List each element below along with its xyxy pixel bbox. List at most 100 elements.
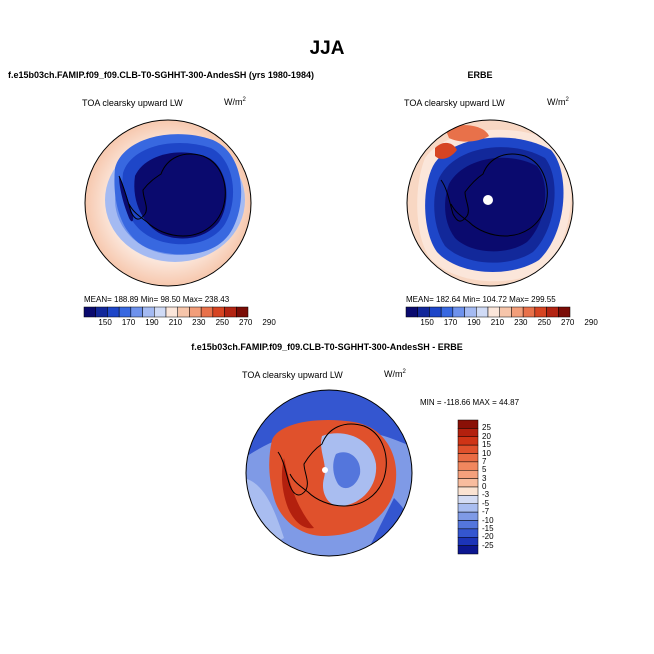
- panel-3-colorbar-box: [457, 478, 479, 488]
- panel-2-map-border: [406, 119, 574, 287]
- panel-2-colorbar-box: [440, 306, 454, 318]
- panel-1-colorbar-box: [95, 306, 108, 318]
- panel-2-colorbar-tick-label: 270: [561, 318, 575, 327]
- panel-2-title: ERBE: [467, 70, 493, 80]
- panel-2-stats: MEAN= 182.64 Min= 104.72 Max= 299.55: [406, 295, 556, 304]
- panel-1-coastline: [118, 153, 226, 237]
- panel-1-colorbar-box: [212, 306, 225, 318]
- panel-2-colorbar-tick-label: 290: [584, 318, 598, 327]
- panel-2-pole-hole: [483, 195, 493, 205]
- panel-1-colorbar-tick-label: 290: [262, 318, 276, 327]
- panel-2-colorbar-tick-label: 190: [467, 318, 481, 327]
- panel-2-colorbar-tick-label: 230: [514, 318, 528, 327]
- panel-1-variable-label: TOA clearsky upward LW: [82, 98, 183, 108]
- panel-2-variable-label: TOA clearsky upward LW: [404, 98, 505, 108]
- panel-1-colorbar-box: [236, 306, 249, 318]
- panel-3-colorbar-box: [457, 470, 479, 479]
- panel-2-colorbar-box: [405, 306, 418, 318]
- panel-3-colorbar-tick-label: 15: [482, 440, 491, 450]
- panel-1-colorbar-box: [165, 306, 178, 318]
- panel-1-colorbar-tick-label: 270: [239, 318, 253, 327]
- panel-1-units: W/m2: [224, 97, 246, 107]
- panel-3-colorbar-box: [457, 511, 479, 521]
- panel-3-variable-label: TOA clearsky upward LW: [242, 370, 343, 380]
- panel-2-colorbar-tick-label: 210: [490, 318, 505, 327]
- panel-3-colorbar-box: [457, 428, 479, 437]
- panel-1-colorbar-tick-label: 230: [192, 318, 206, 327]
- panel-2-colorbar-box: [464, 306, 477, 318]
- panel-2-colorbar-tick-label: 170: [443, 318, 458, 327]
- panel-3-pole-hole: [322, 467, 328, 473]
- panel-1-stats: MEAN= 188.89 Min= 98.50 Max= 238.43: [84, 295, 230, 304]
- panel-1-colorbar-tick-label: 210: [168, 318, 183, 327]
- panel-3-colorbar-tick-label: -10: [482, 515, 494, 525]
- season-title: JJA: [309, 38, 345, 59]
- panel-1-colorbar-box: [107, 306, 120, 318]
- panel-1-colorbar-tick-label: 190: [145, 318, 159, 327]
- panel-3-colorbar-ticks: 25 20 15 10 7 5 3 0 -3 -5 -7 -10 -15 -20 -25: [482, 420, 522, 554]
- panel-3-colorbar-box: [457, 486, 479, 496]
- panel-2-map: [406, 119, 574, 287]
- panel-1-colorbar-tick-label: 150: [98, 318, 112, 327]
- panel-2-colorbar-box: [417, 306, 430, 318]
- panel-3-title: f.e15b03ch.FAMIP.f09_f09.CLB-T0-SGHHT-30…: [191, 342, 463, 352]
- panel-3-colorbar-tick-label: 0: [482, 482, 487, 491]
- panel-1-map-border: [84, 119, 252, 287]
- panel-3-cold-center: [333, 452, 361, 489]
- panel-2-colorbar-ticks: 150 170 190 210 230 250 270 290: [406, 318, 597, 330]
- panel-2-colorbar-box: [511, 306, 524, 318]
- panel-3-colorbar-box: [457, 453, 479, 463]
- panel-2-colorbar-box: [487, 306, 500, 318]
- panel-3-colorbar-tick-label: 5: [482, 465, 487, 475]
- panel-3-colorbar-tick-label: 3: [482, 473, 487, 483]
- panel-2-colorbar-box: [452, 306, 465, 318]
- panel-2-colorbar-tick-label: 150: [420, 318, 434, 327]
- panel-1-colorbar-box: [224, 306, 237, 318]
- panel-2-colorbar-box: [499, 306, 512, 318]
- panel-3-colorbar-box: [457, 528, 479, 538]
- panel-3-map-border: [245, 389, 413, 557]
- panel-1-colorbar-tick-label: 250: [215, 318, 229, 327]
- panel-3-colorbar-tick-label: -25: [482, 540, 494, 550]
- panel-1-colorbar-box: [154, 306, 167, 318]
- panel-3-colorbar-tick-label: -20: [482, 532, 494, 542]
- panel-3-colorbar-tick-label: 10: [482, 448, 491, 458]
- panel-2-colorbar-box: [546, 306, 559, 318]
- panel-1-map: [84, 119, 252, 287]
- panel-3-colorbar-box: [457, 503, 479, 513]
- panel-3-coastline: [277, 423, 387, 507]
- panel-3-colorbar-tick-label: -5: [482, 498, 490, 508]
- panel-1-colorbar-box: [189, 306, 202, 318]
- panel-3-colorbar-box: [457, 419, 479, 429]
- panel-3-colorbar-box: [457, 436, 479, 446]
- panel-2-colorbar-tick-label: 250: [537, 318, 551, 327]
- panel-3-colorbar-box: [457, 537, 479, 546]
- panel-1-colorbar-box: [130, 306, 143, 318]
- panel-2-colorbar-box: [476, 306, 489, 318]
- panel-1-colorbar: [83, 306, 249, 318]
- panel-1-colorbar-box: [200, 306, 214, 318]
- panel-3-stats: MIN = -118.66 MAX = 44.87: [420, 398, 520, 407]
- panel-1-colorbar-box: [142, 306, 155, 318]
- panel-1-colorbar-box: [118, 306, 132, 318]
- panel-2-colorbar-box: [429, 306, 442, 318]
- panel-2-units: W/m2: [547, 97, 569, 107]
- panel-1-colorbar-box: [177, 306, 190, 318]
- panel-3-warm-core: [281, 458, 314, 529]
- panel-3-colorbar-box: [457, 545, 479, 555]
- panel-2-ice-core: [445, 157, 546, 252]
- panel-3-colorbar-tick-label: -7: [482, 507, 490, 517]
- panel-2-warm-patch-a: [435, 142, 457, 159]
- panel-3-colorbar: [457, 419, 479, 555]
- panel-2-colorbar: [405, 306, 571, 318]
- panel-1-ice-core: [134, 152, 227, 239]
- panel-2-colorbar-box: [534, 306, 547, 318]
- panel-3-colorbar-box: [457, 461, 479, 471]
- panel-1-colorbar-ticks: 150 170 190 210 230 250 270 290: [84, 318, 275, 330]
- panel-3-colorbar-tick-label: -3: [482, 490, 490, 500]
- panel-2-colorbar-box: [522, 306, 536, 318]
- panel-3-colorbar-tick-label: 25: [482, 423, 491, 433]
- panel-3-colorbar-tick-label: 7: [482, 456, 487, 466]
- panel-1-colorbar-box: [83, 306, 96, 318]
- panel-3-map: [245, 389, 413, 557]
